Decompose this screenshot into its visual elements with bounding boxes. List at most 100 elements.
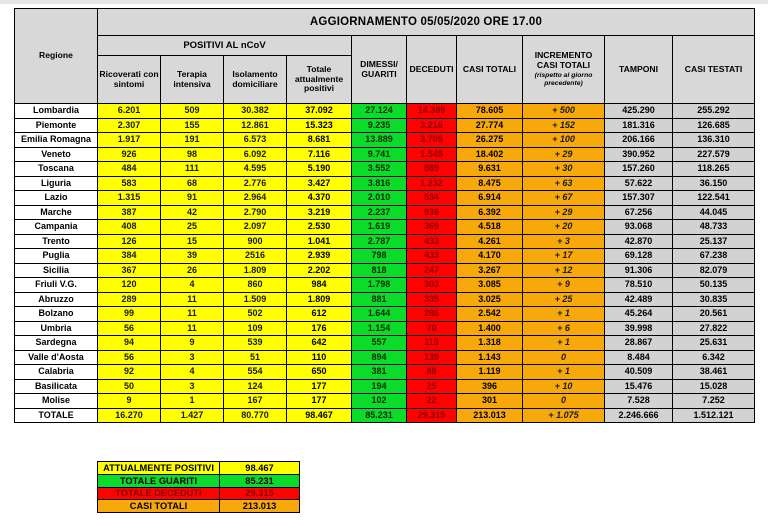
cell-isolamento: 12.861 — [223, 117, 287, 133]
cell-terapia: 191 — [160, 132, 224, 148]
cell-deceduti: 369 — [406, 219, 457, 235]
cell-ricoverati: 9 — [97, 393, 161, 409]
cell-totale-positivi: 177 — [286, 393, 352, 409]
region-cell: Bolzano — [14, 306, 98, 322]
cell-incremento: + 12 — [522, 262, 605, 278]
cell-tamponi: 15.476 — [604, 378, 673, 394]
cell-isolamento: 2.964 — [223, 190, 287, 206]
cell-casi-testati: 255.292 — [671, 103, 756, 119]
region-cell: Lazio — [14, 190, 98, 206]
cell-deceduti: 1.232 — [406, 175, 457, 191]
cell-isolamento: 167 — [223, 393, 287, 409]
table-row: Trento 126 15 900 1.041 2.787 433 4.261 + 3 42.87… — [14, 233, 756, 249]
cell-totale-positivi: 650 — [286, 364, 352, 380]
cell-totale-positivi: 2.530 — [286, 219, 352, 235]
cell-ricoverati: 2.307 — [97, 117, 161, 133]
col-header-tamponi: TAMPONI — [604, 35, 673, 104]
cell-casi-testati: 30.835 — [671, 291, 756, 307]
col-header-casi-totali: CASI TOTALI — [456, 35, 523, 104]
cell-ricoverati: 120 — [97, 277, 161, 293]
cell-terapia: 68 — [160, 175, 224, 191]
covid-region-table: Regione AGGIORNAMENTO 05/05/2020 ORE 17.… — [14, 8, 756, 423]
cell-casi-testati: 1.512.121 — [671, 407, 756, 423]
cell-ricoverati: 16.270 — [97, 407, 161, 423]
cell-casi-totali: 3.085 — [456, 277, 523, 293]
summary-value: 29.315 — [219, 486, 300, 501]
cell-tamponi: 425.290 — [604, 103, 673, 119]
cell-tamponi: 157.260 — [604, 161, 673, 177]
cell-dimessi-guariti: 9.741 — [351, 146, 407, 162]
summary-label: ATTUALMENTE POSITIVI — [97, 461, 220, 475]
cell-incremento: 0 — [522, 393, 605, 409]
cell-ricoverati: 6.201 — [97, 103, 161, 119]
cell-deceduti: 22 — [406, 393, 457, 409]
cell-incremento: + 67 — [522, 190, 605, 206]
table-row: Emilia Romagna 1.917 191 6.573 8.681 13.889 3.… — [14, 132, 756, 148]
table-row: Sardegna 94 9 539 642 557 119 1.318 + 1 28.867 25.… — [14, 335, 756, 351]
region-cell: Trento — [14, 233, 98, 249]
cell-tamponi: 57.622 — [604, 175, 673, 191]
cell-casi-testati: 126.685 — [671, 117, 756, 133]
cell-casi-testati: 122.541 — [671, 190, 756, 206]
cell-incremento: + 29 — [522, 146, 605, 162]
cell-casi-totali: 1.143 — [456, 349, 523, 365]
region-cell: Veneto — [14, 146, 98, 162]
cell-deceduti: 25 — [406, 378, 457, 394]
cell-deceduti: 139 — [406, 349, 457, 365]
col-header-casi-testati: CASI TESTATI — [671, 35, 756, 104]
cell-incremento: + 152 — [522, 117, 605, 133]
cell-isolamento: 30.382 — [223, 103, 287, 119]
cell-deceduti: 936 — [406, 204, 457, 220]
cell-dimessi-guariti: 13.889 — [351, 132, 407, 148]
cell-ricoverati: 484 — [97, 161, 161, 177]
cell-casi-testati: 67.238 — [671, 248, 756, 264]
cell-ricoverati: 367 — [97, 262, 161, 278]
cell-ricoverati: 583 — [97, 175, 161, 191]
cell-casi-testati: 6.342 — [671, 349, 756, 365]
cell-dimessi-guariti: 27.124 — [351, 103, 407, 119]
table-row: Bolzano 99 11 502 612 1.644 286 2.542 + 1 45.264 2… — [14, 306, 756, 322]
cell-deceduti: 303 — [406, 277, 457, 293]
summary-label: CASI TOTALI — [97, 499, 220, 514]
cell-deceduti: 14.389 — [406, 103, 457, 119]
region-cell: Piemonte — [14, 117, 98, 133]
table-body: Lombardia 6.201 509 30.382 37.092 27.124 14.38… — [14, 103, 756, 423]
table-row: Liguria 583 68 2.776 3.427 3.816 1.232 8.475 + 6… — [14, 175, 756, 191]
cell-terapia: 111 — [160, 161, 224, 177]
cell-casi-totali: 1.400 — [456, 320, 523, 336]
region-cell: Molise — [14, 393, 98, 409]
region-cell: Liguria — [14, 175, 98, 191]
summary-row: ATTUALMENTE POSITIVI 98.467 — [97, 461, 300, 475]
region-cell: Lombardia — [14, 103, 98, 119]
table-row: Puglia 384 39 2516 2.939 798 433 4.170 + 17 69.12… — [14, 248, 756, 264]
cell-dimessi-guariti: 9.235 — [351, 117, 407, 133]
cell-tamponi: 93.068 — [604, 219, 673, 235]
cell-tamponi: 8.484 — [604, 349, 673, 365]
cell-casi-testati: 48.733 — [671, 219, 756, 235]
cell-dimessi-guariti: 2.237 — [351, 204, 407, 220]
cell-dimessi-guariti: 881 — [351, 291, 407, 307]
cell-ricoverati: 50 — [97, 378, 161, 394]
col-header-ricoverati: Ricoverati con sintomi — [97, 55, 161, 104]
cell-terapia: 25 — [160, 219, 224, 235]
cell-dimessi-guariti: 798 — [351, 248, 407, 264]
cell-terapia: 155 — [160, 117, 224, 133]
cell-isolamento: 860 — [223, 277, 287, 293]
summary-label: TOTALE DECEDUTI — [97, 486, 220, 501]
cell-totale-positivi: 37.092 — [286, 103, 352, 119]
cell-incremento: + 29 — [522, 204, 605, 220]
table-row: Veneto 926 98 6.092 7.116 9.741 1.545 18.402 + 2… — [14, 146, 756, 162]
cell-incremento: + 500 — [522, 103, 605, 119]
cell-terapia: 91 — [160, 190, 224, 206]
region-cell: Toscana — [14, 161, 98, 177]
col-header-terapia-intensiva: Terapia intensiva — [160, 55, 224, 104]
cell-terapia: 15 — [160, 233, 224, 249]
cell-tamponi: 40.509 — [604, 364, 673, 380]
table-row: Sicilia 367 26 1.809 2.202 818 247 3.267 + 12 91.… — [14, 262, 756, 278]
cell-incremento: + 1 — [522, 364, 605, 380]
cell-dimessi-guariti: 85.231 — [351, 407, 407, 423]
cell-dimessi-guariti: 557 — [351, 335, 407, 351]
cell-tamponi: 42.870 — [604, 233, 673, 249]
cell-casi-testati: 50.135 — [671, 277, 756, 293]
cell-deceduti: 29.315 — [406, 407, 457, 423]
